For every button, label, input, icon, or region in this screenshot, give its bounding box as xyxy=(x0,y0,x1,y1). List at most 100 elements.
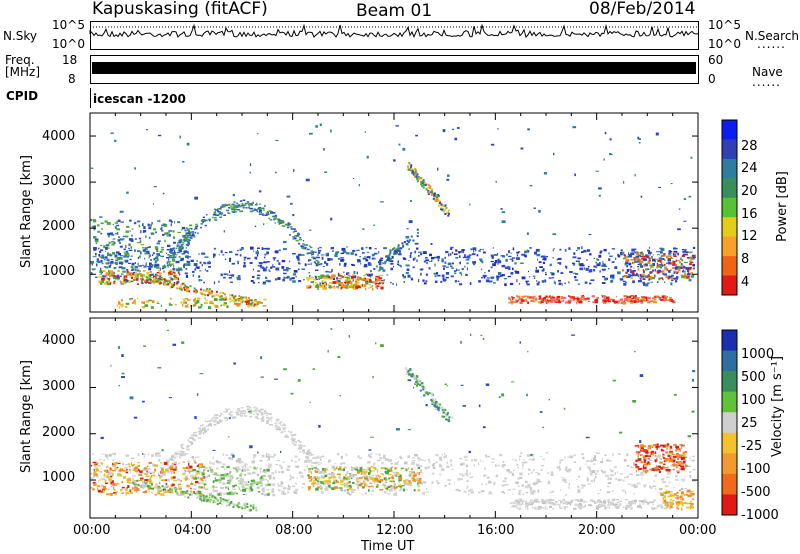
velocity-cell xyxy=(434,405,437,408)
power-cell xyxy=(686,257,690,259)
power-cell xyxy=(323,275,327,278)
power-cell xyxy=(648,259,651,262)
velocity-cell xyxy=(243,502,246,505)
power-cell xyxy=(103,274,108,277)
velocity-cell xyxy=(432,400,435,403)
velocity-cell xyxy=(420,459,425,461)
power-cell xyxy=(262,281,266,284)
power-cell xyxy=(568,247,571,250)
velocity-cell xyxy=(265,484,268,487)
power-cell xyxy=(422,279,425,282)
power-cell xyxy=(509,282,514,286)
power-cell xyxy=(605,277,608,280)
power-cell xyxy=(214,208,216,210)
power-cell xyxy=(254,209,258,211)
power-cell xyxy=(337,272,340,276)
power-cell xyxy=(676,273,679,275)
power-cell xyxy=(411,172,414,175)
velocity-cell xyxy=(112,452,116,456)
power-cell xyxy=(538,301,542,304)
velocity-cell xyxy=(121,492,124,494)
power-cell xyxy=(248,301,251,304)
velocity-cell xyxy=(309,460,313,462)
velocity-cell xyxy=(164,490,168,493)
velocity-cell xyxy=(203,468,206,471)
velocity-cell xyxy=(171,463,174,467)
power-cell xyxy=(397,260,399,263)
power-cell xyxy=(640,195,643,198)
power-cell xyxy=(156,272,159,275)
power-cell xyxy=(541,269,544,272)
velocity-cell xyxy=(139,484,142,487)
power-cell xyxy=(491,256,494,259)
power-cell xyxy=(257,247,260,249)
velocity-cell xyxy=(274,425,278,427)
power-cell xyxy=(107,280,111,283)
power-cell xyxy=(213,255,215,258)
velocity-cell xyxy=(121,486,125,489)
power-cell xyxy=(573,297,576,300)
power-cell xyxy=(450,248,453,250)
velocity-cell xyxy=(641,466,644,470)
power-cell xyxy=(357,285,362,289)
power-cell xyxy=(356,249,360,251)
power-cell xyxy=(635,297,637,300)
velocity-cell xyxy=(437,403,440,406)
velocity-cell xyxy=(97,470,101,472)
velocity-cell xyxy=(545,452,548,454)
velocity-cell xyxy=(256,416,258,418)
velocity-cell xyxy=(652,467,656,469)
velocity-cell xyxy=(141,483,144,486)
velocity-cell xyxy=(678,467,683,470)
power-cell xyxy=(111,234,115,236)
velocity-cell xyxy=(532,482,537,486)
power-cell xyxy=(331,268,333,272)
velocity-cell xyxy=(364,484,366,487)
power-cell xyxy=(412,173,415,176)
power-cell xyxy=(455,257,459,259)
power-cell xyxy=(517,298,519,301)
power-colorbar-swatch xyxy=(722,256,737,277)
power-cell xyxy=(346,272,349,275)
velocity-cell xyxy=(191,476,194,478)
power-cell xyxy=(442,277,445,281)
power-cell xyxy=(339,263,341,266)
power-cell xyxy=(614,301,617,304)
velocity-cell xyxy=(523,459,525,461)
power-cell xyxy=(490,260,494,263)
velocity-cell xyxy=(626,465,630,467)
power-cell xyxy=(222,292,225,295)
power-cell xyxy=(393,249,396,252)
power-cell xyxy=(352,274,355,277)
power-cell xyxy=(167,283,170,286)
power-cell xyxy=(178,249,182,251)
power-cell xyxy=(418,251,422,253)
velocity-cell xyxy=(253,413,255,415)
power-cell xyxy=(692,267,695,270)
power-cell xyxy=(572,262,575,265)
velocity-cell xyxy=(109,470,112,474)
velocity-cell xyxy=(270,417,272,420)
power-cell xyxy=(247,207,251,209)
velocity-cell xyxy=(370,470,372,473)
power-cell xyxy=(286,226,290,229)
power-cell xyxy=(147,246,150,248)
velocity-cell xyxy=(184,470,187,472)
velocity-cell xyxy=(182,461,185,463)
power-cell xyxy=(387,255,390,258)
power-cell xyxy=(166,252,167,254)
power-cell xyxy=(176,287,179,290)
power-cell xyxy=(450,265,453,268)
power-cell xyxy=(587,265,590,268)
velocity-cell xyxy=(386,478,389,481)
velocity-cell xyxy=(216,499,219,502)
power-cell xyxy=(249,207,253,210)
velocity-cell xyxy=(353,474,355,476)
power-cell xyxy=(557,295,561,299)
power-cell xyxy=(654,296,657,298)
velocity-cell xyxy=(204,476,206,479)
power-cell xyxy=(297,232,300,235)
velocity-cell xyxy=(401,485,405,487)
power-cell xyxy=(195,225,198,228)
velocity-cell xyxy=(325,486,329,489)
